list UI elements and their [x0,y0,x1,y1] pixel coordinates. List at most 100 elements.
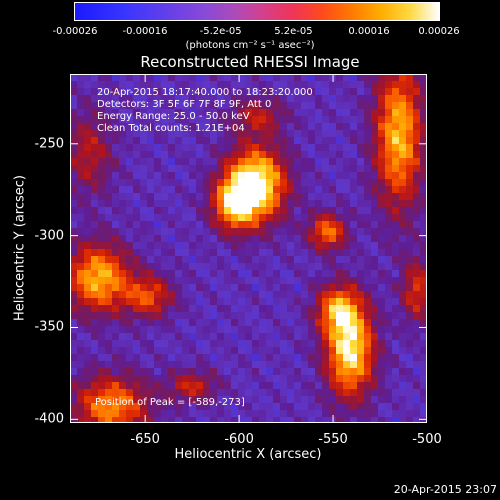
heatmap-cell [77,116,84,123]
heatmap-cell [231,193,238,200]
heatmap-cell [315,319,322,326]
heatmap-cell [399,242,406,249]
heatmap-cell [84,312,91,319]
heatmap-cell [266,263,273,270]
heatmap-cell [224,256,231,263]
heatmap-cell [287,123,294,130]
heatmap-cell [287,396,294,403]
heatmap-cell [105,172,112,179]
heatmap-cell [133,228,140,235]
heatmap-cell [140,116,147,123]
heatmap-cell [245,242,252,249]
heatmap-cell [224,137,231,144]
heatmap-cell [329,410,336,417]
heatmap-cell [266,151,273,158]
heatmap-cell [140,214,147,221]
heatmap-cell [161,130,168,137]
heatmap-cell [140,137,147,144]
heatmap-cell [175,151,182,158]
heatmap-cell [385,291,392,298]
colorbar [74,2,440,21]
heatmap-cell [238,298,245,305]
heatmap-cell [147,137,154,144]
heatmap-cell [357,130,364,137]
heatmap-cell [147,291,154,298]
heatmap-cell [420,193,427,200]
heatmap-cell [287,193,294,200]
heatmap-cell [133,235,140,242]
heatmap-cell [406,109,413,116]
heatmap-cell [231,179,238,186]
heatmap-cell [336,368,343,375]
heatmap-cell [119,228,126,235]
heatmap-cell [231,242,238,249]
heatmap-cell [406,235,413,242]
heatmap-cell [133,221,140,228]
heatmap-cell [161,95,168,102]
x-tick-label: -650 [130,432,160,447]
heatmap-cell [161,396,168,403]
heatmap-cell [91,256,98,263]
heatmap-cell [315,347,322,354]
heatmap-cell [357,144,364,151]
heatmap-cell [273,88,280,95]
heatmap-cell [182,403,189,410]
heatmap-cell [175,270,182,277]
heatmap-cell [392,396,399,403]
heatmap-cell [301,172,308,179]
heatmap-cell [315,340,322,347]
heatmap-cell [133,361,140,368]
heatmap-cell [287,375,294,382]
heatmap-cell [280,200,287,207]
heatmap-cell [392,200,399,207]
heatmap-cell [392,158,399,165]
heatmap-cell [301,228,308,235]
heatmap-cell [182,312,189,319]
heatmap-cell [168,207,175,214]
heatmap-cell [119,109,126,116]
heatmap-cell [175,326,182,333]
heatmap-cell [182,109,189,116]
heatmap-cell [329,74,336,81]
heatmap-cell [301,347,308,354]
heatmap-cell [336,151,343,158]
heatmap-cell [84,158,91,165]
heatmap-cell [210,186,217,193]
heatmap-cell [273,410,280,417]
heatmap-cell [119,102,126,109]
heatmap-cell [336,319,343,326]
heatmap-cell [126,179,133,186]
heatmap-cell [399,137,406,144]
heatmap-cell [343,242,350,249]
heatmap-cell [91,165,98,172]
heatmap-cell [105,354,112,361]
heatmap-cell [399,354,406,361]
heatmap-cell [196,319,203,326]
heatmap-cell [77,74,84,81]
heatmap-cell [252,172,259,179]
heatmap-cell [77,165,84,172]
heatmap-cell [70,158,77,165]
heatmap-cell [378,123,385,130]
heatmap-cell [420,375,427,382]
heatmap-cell [196,102,203,109]
heatmap-cell [406,298,413,305]
heatmap-cell [217,81,224,88]
heatmap-cell [182,102,189,109]
heatmap-cell [329,403,336,410]
heatmap-cell [84,410,91,417]
heatmap-cell [357,200,364,207]
heatmap-cell [364,242,371,249]
heatmap-cell [406,403,413,410]
heatmap-cell [77,193,84,200]
heatmap-cell [147,312,154,319]
heatmap-cell [413,249,420,256]
heatmap-cell [231,102,238,109]
heatmap-cell [217,116,224,123]
heatmap-cell [413,417,420,423]
heatmap-cell [315,74,322,81]
heatmap-cell [70,193,77,200]
heatmap-cell [322,417,329,423]
heatmap-cell [252,137,259,144]
heatmap-cell [329,81,336,88]
